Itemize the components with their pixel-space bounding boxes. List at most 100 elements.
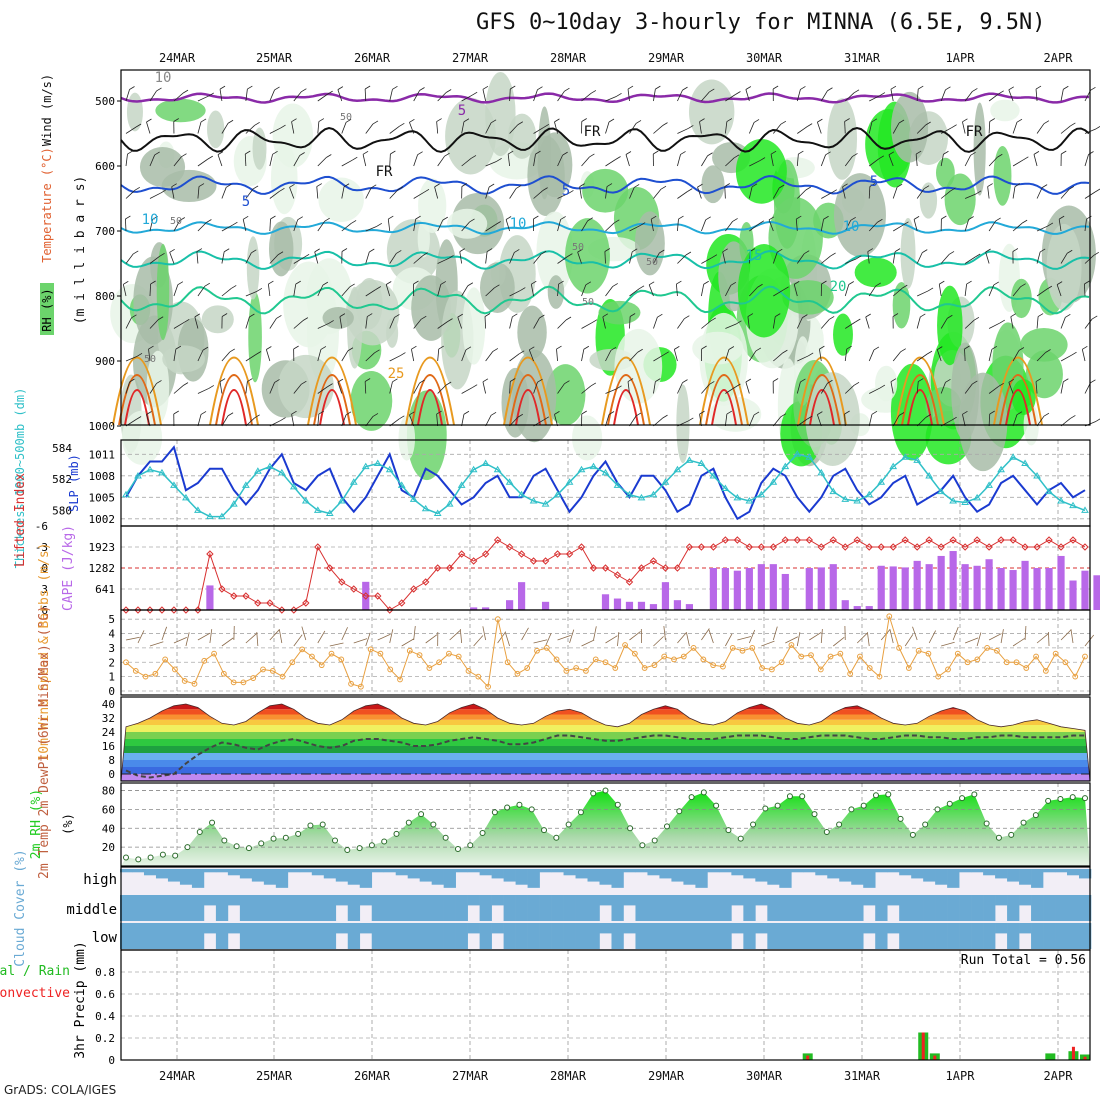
wind-barb xyxy=(482,89,487,102)
wind-barb xyxy=(940,318,948,329)
wind-barb xyxy=(413,154,419,167)
wind-barb xyxy=(868,349,875,362)
wind-barb xyxy=(581,156,590,167)
wind-barb-flag xyxy=(434,183,440,188)
wind-barb xyxy=(625,154,630,167)
wind-barb xyxy=(437,92,447,102)
rh2m-point xyxy=(172,852,179,859)
cloud-bar xyxy=(431,895,444,921)
wind-barb-flag xyxy=(226,183,232,188)
wind-barb xyxy=(173,92,184,102)
wind-barb-flag xyxy=(745,86,752,90)
wind-barb xyxy=(149,90,157,102)
wind-barb xyxy=(436,121,439,134)
rh-shade xyxy=(121,410,163,465)
wind-barb xyxy=(629,225,641,232)
cloud-bar xyxy=(587,895,600,921)
wind-barb xyxy=(197,414,202,427)
wind-barb xyxy=(317,323,329,329)
wind-barb xyxy=(844,385,855,394)
wind-barb xyxy=(677,89,683,102)
wind-barb-flag xyxy=(297,216,303,221)
wind-barb-flag xyxy=(529,346,535,351)
cloud-bar xyxy=(791,869,804,873)
wind-barb xyxy=(844,413,846,427)
cloud-bar xyxy=(1019,923,1032,934)
lifted-index-point xyxy=(625,578,634,586)
rh2m-point xyxy=(836,821,843,828)
date-label-bottom: 1APR xyxy=(946,1069,976,1083)
cloud-bar xyxy=(827,895,840,921)
rh2m-tick-label: 80 xyxy=(102,785,115,798)
lifted-index-point xyxy=(841,543,849,551)
cape-bar xyxy=(1009,570,1017,610)
wind-barb xyxy=(748,414,755,427)
wind-barb xyxy=(125,253,134,264)
cloud-bar xyxy=(659,923,672,949)
wind-barb xyxy=(725,386,736,394)
rh2m-point xyxy=(553,834,560,841)
lifted-index-point xyxy=(158,606,166,614)
cape-bar xyxy=(625,601,634,610)
wind-barb xyxy=(1012,350,1020,362)
wind-barb-flag xyxy=(131,314,137,319)
isotherm-boundary xyxy=(607,374,645,426)
rh2m-point xyxy=(811,811,818,818)
rh2m-point xyxy=(1045,797,1052,804)
wind-barb-flag xyxy=(254,121,260,126)
thickness-point xyxy=(397,481,406,488)
wind-barb xyxy=(221,187,227,199)
wind-barb-flag xyxy=(1088,151,1094,155)
wind-barb xyxy=(436,414,439,427)
rh-shade xyxy=(248,291,262,383)
cloud-bar xyxy=(647,869,660,876)
wind-barb xyxy=(509,381,511,394)
thickness-point xyxy=(565,478,574,485)
rh-shade xyxy=(156,243,170,341)
wind10-tick-label: 3 xyxy=(108,642,115,655)
rh2m-point xyxy=(897,815,904,822)
wind-barb-flag xyxy=(302,317,309,321)
wind10-barb xyxy=(341,627,348,641)
wind-barb-flag xyxy=(892,313,899,317)
temp-band xyxy=(121,746,1090,753)
cloud-bar xyxy=(635,923,648,949)
wind-barb-flag xyxy=(852,153,858,157)
wind-label: Wind (m/s) xyxy=(40,74,54,146)
convective-bar xyxy=(933,1055,937,1060)
wind-barb xyxy=(940,89,946,102)
thickness-point xyxy=(529,497,538,504)
wind-barb-flag xyxy=(301,88,307,93)
wind-barb xyxy=(122,284,127,297)
wind-barb-flag xyxy=(397,186,404,191)
wind-barb xyxy=(1060,125,1071,134)
cloud-bar xyxy=(899,923,912,949)
wind10-barb xyxy=(161,626,168,641)
cloud-bar xyxy=(383,869,397,873)
wind-barb xyxy=(985,251,990,264)
wind10-barb xyxy=(269,629,280,641)
wind-barb-flag xyxy=(753,411,760,416)
wind-barb xyxy=(1060,89,1064,102)
thickness-point xyxy=(230,500,238,507)
wind10-barb xyxy=(449,630,461,641)
wind-barb xyxy=(146,414,151,427)
cloud-bar xyxy=(731,895,744,906)
wind-barb xyxy=(581,220,589,232)
wind-barb-flag xyxy=(419,379,425,384)
wind-barb-flag xyxy=(581,118,587,122)
wind-barb-flag xyxy=(987,183,993,187)
cloud-bar xyxy=(695,895,708,921)
cloud-bar xyxy=(215,895,229,921)
cloud-bar xyxy=(1007,895,1020,921)
rh2m-point xyxy=(123,854,129,861)
wind-barb-flag xyxy=(567,253,573,257)
wind-barb-flag xyxy=(939,280,945,285)
wind-barb xyxy=(317,121,320,134)
wind10-axis-label: 10m Wind Speed & Barbs (m/s) xyxy=(37,542,52,761)
cloud-bar xyxy=(659,869,672,879)
wind10-panel-frame xyxy=(120,609,1091,696)
rh-shade xyxy=(935,157,955,188)
wind10-barb xyxy=(125,636,140,641)
wind10-barb xyxy=(505,632,510,647)
